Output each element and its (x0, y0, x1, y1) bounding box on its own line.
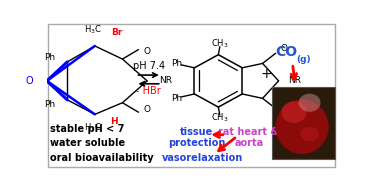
Text: CH$_3$: CH$_3$ (211, 112, 229, 124)
Text: H$_3$C: H$_3$C (84, 24, 102, 36)
Text: H: H (110, 117, 117, 126)
Text: tissue
protection: tissue protection (168, 127, 225, 148)
Text: stable pH < 7: stable pH < 7 (50, 124, 124, 134)
Text: CO: CO (276, 45, 298, 59)
Text: Ph: Ph (44, 100, 56, 109)
FancyBboxPatch shape (48, 24, 336, 167)
Text: O: O (144, 105, 151, 115)
Text: Br: Br (111, 28, 122, 37)
Ellipse shape (298, 94, 321, 112)
Text: +: + (261, 67, 272, 81)
Text: oral bioavailability: oral bioavailability (50, 153, 153, 163)
FancyBboxPatch shape (272, 87, 334, 160)
Text: NR: NR (288, 76, 301, 85)
Text: pH 7.4: pH 7.4 (132, 61, 165, 71)
Text: O: O (144, 47, 151, 56)
Text: H$_3$C: H$_3$C (84, 121, 102, 134)
Text: CH$_3$: CH$_3$ (211, 38, 229, 50)
Text: Ph: Ph (171, 59, 183, 68)
Text: Ph: Ph (44, 53, 56, 62)
Text: NR: NR (159, 76, 172, 85)
Ellipse shape (282, 101, 306, 123)
Text: O: O (280, 108, 287, 117)
Text: Ph: Ph (171, 94, 183, 103)
Text: water soluble: water soluble (50, 139, 125, 149)
Ellipse shape (276, 99, 328, 154)
Text: - HBr: - HBr (136, 86, 161, 96)
Text: O: O (26, 76, 33, 86)
Text: O: O (280, 44, 287, 53)
Text: (g): (g) (296, 55, 311, 64)
Text: vasorelaxation: vasorelaxation (162, 153, 243, 163)
Ellipse shape (300, 127, 319, 141)
Text: rat heart &
aorta: rat heart & aorta (218, 127, 279, 148)
